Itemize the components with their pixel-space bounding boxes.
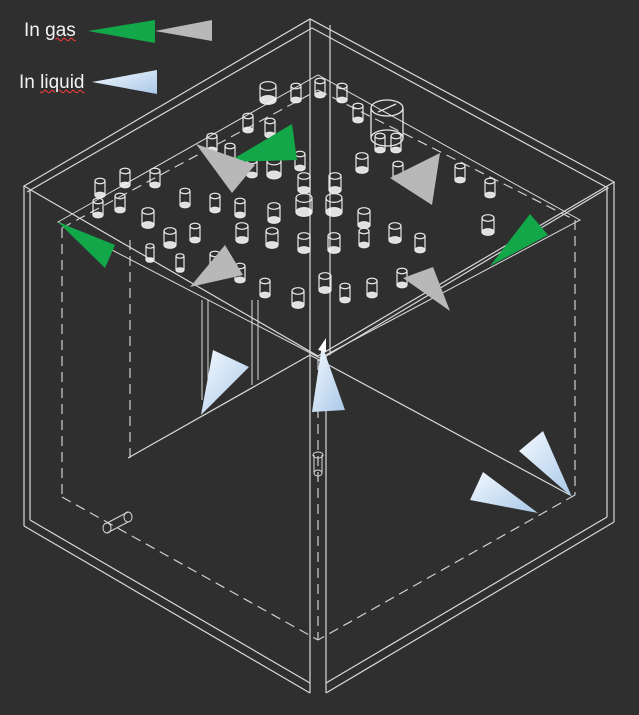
large-port (370, 99, 404, 147)
feedthrough-7 (352, 102, 364, 124)
gas-green-arrows (58, 124, 548, 268)
lid-outline (56, 74, 582, 359)
feedthrough-47 (318, 272, 332, 294)
gas-arrow-green-3 (490, 214, 548, 266)
liquid-arrow-3 (519, 431, 572, 497)
feedthrough-51 (114, 192, 126, 214)
gas-arrow-gray-2 (390, 153, 440, 205)
liquid-arrows (201, 345, 572, 513)
feedthrough-49 (366, 277, 378, 299)
liquid-arrow-4 (470, 472, 538, 513)
legend-gas-gray-arrow (155, 20, 212, 41)
feedthrough-32 (388, 222, 402, 244)
tank-bottom-left (61, 496, 319, 641)
feedthrough-6 (264, 117, 276, 139)
legend-liquid-prefix: In (19, 72, 41, 93)
gas-arrow-green-2 (58, 222, 115, 268)
feedthrough-54 (175, 253, 185, 273)
legend-liquid-blue-arrow (92, 70, 157, 94)
feedthrough-46 (291, 287, 305, 309)
feedthrough-27 (234, 197, 246, 219)
gas-arrow-green-1 (228, 124, 297, 162)
feedthrough-15 (297, 172, 311, 194)
legend-liquid-word: liquid (40, 72, 85, 93)
feedthrough-17 (355, 152, 369, 174)
feedthrough-9 (390, 132, 402, 154)
feedthrough-1 (259, 80, 277, 105)
feedthrough-5 (242, 112, 254, 134)
feedthrough-48 (339, 282, 351, 304)
feedthrough-21 (484, 177, 496, 199)
internal-tubes (102, 300, 324, 534)
liquid-arrow-2 (312, 345, 345, 412)
center-marker (318, 338, 326, 352)
feedthrough-31 (357, 207, 371, 229)
feedthrough-50 (396, 267, 408, 289)
feedthrough-2 (290, 82, 302, 104)
gas-arrow-gray-3 (190, 245, 243, 287)
feedthrough-28 (267, 202, 281, 224)
inner-tank (61, 89, 576, 641)
legend-gas-green-arrow (88, 20, 155, 43)
feedthrough-42 (358, 227, 370, 249)
legend-gas-word: gas (45, 20, 76, 41)
feedthrough-26 (209, 192, 221, 214)
box-back-diagonal-left (127, 354, 311, 459)
lid-feedthroughs (92, 77, 496, 309)
feedthrough-39 (265, 227, 279, 249)
feedthrough-53 (145, 243, 155, 263)
feedthrough-16 (328, 172, 342, 194)
legend-arrows (88, 20, 212, 94)
feedthrough-4 (336, 82, 348, 104)
feedthrough-30 (325, 193, 343, 218)
feedthrough-36 (163, 227, 177, 249)
feedthrough-3 (314, 77, 326, 99)
legend-gas-label: In gas (24, 21, 76, 40)
gas-arrow-gray-1 (196, 144, 255, 193)
feedthrough-20 (454, 162, 466, 184)
lid-plate (56, 74, 582, 359)
feedthrough-33 (414, 232, 426, 254)
feedthrough-14 (294, 150, 306, 172)
tank-top-right (317, 89, 576, 221)
outer-box (22, 18, 616, 694)
box-top-inner-edge (26, 27, 610, 362)
drain-fitting-top (106, 511, 129, 524)
box-back-diagonal-right (309, 354, 571, 496)
large-port-bottom (370, 129, 404, 147)
box-top-face (22, 18, 616, 357)
feedthrough-23 (119, 167, 131, 189)
liquid-arrow-1 (201, 350, 249, 415)
gas-gray-arrows (190, 144, 450, 311)
feedthrough-24 (149, 167, 161, 189)
feedthrough-34 (481, 214, 495, 236)
feedthrough-41 (327, 232, 341, 254)
bottom-sensor (312, 451, 324, 459)
box-bottom-right-edge (325, 521, 615, 694)
feedthrough-38 (235, 222, 249, 244)
feedthrough-40 (297, 232, 311, 254)
tank-top-left (61, 89, 319, 229)
feedthrough-8 (374, 132, 386, 154)
gas-arrow-gray-4 (403, 267, 450, 311)
legend-gas-prefix: In (24, 20, 46, 41)
box-bottom-left-edge (23, 525, 311, 694)
legend-liquid-label: In liquid (19, 73, 85, 92)
tank-bottom-right (317, 494, 576, 641)
drain-fitting-bottom (106, 521, 129, 534)
feedthrough-37 (189, 222, 201, 244)
feedthrough-35 (141, 207, 155, 229)
feedthrough-52 (92, 197, 104, 219)
feedthrough-25 (179, 187, 191, 209)
feedthrough-29 (295, 193, 313, 218)
feedthrough-22 (94, 177, 106, 199)
box-bottom-left-edge-inner (29, 519, 311, 684)
box-bottom-right-edge-inner (325, 516, 608, 684)
feedthrough-45 (259, 277, 271, 299)
large-port-slash (377, 103, 397, 113)
